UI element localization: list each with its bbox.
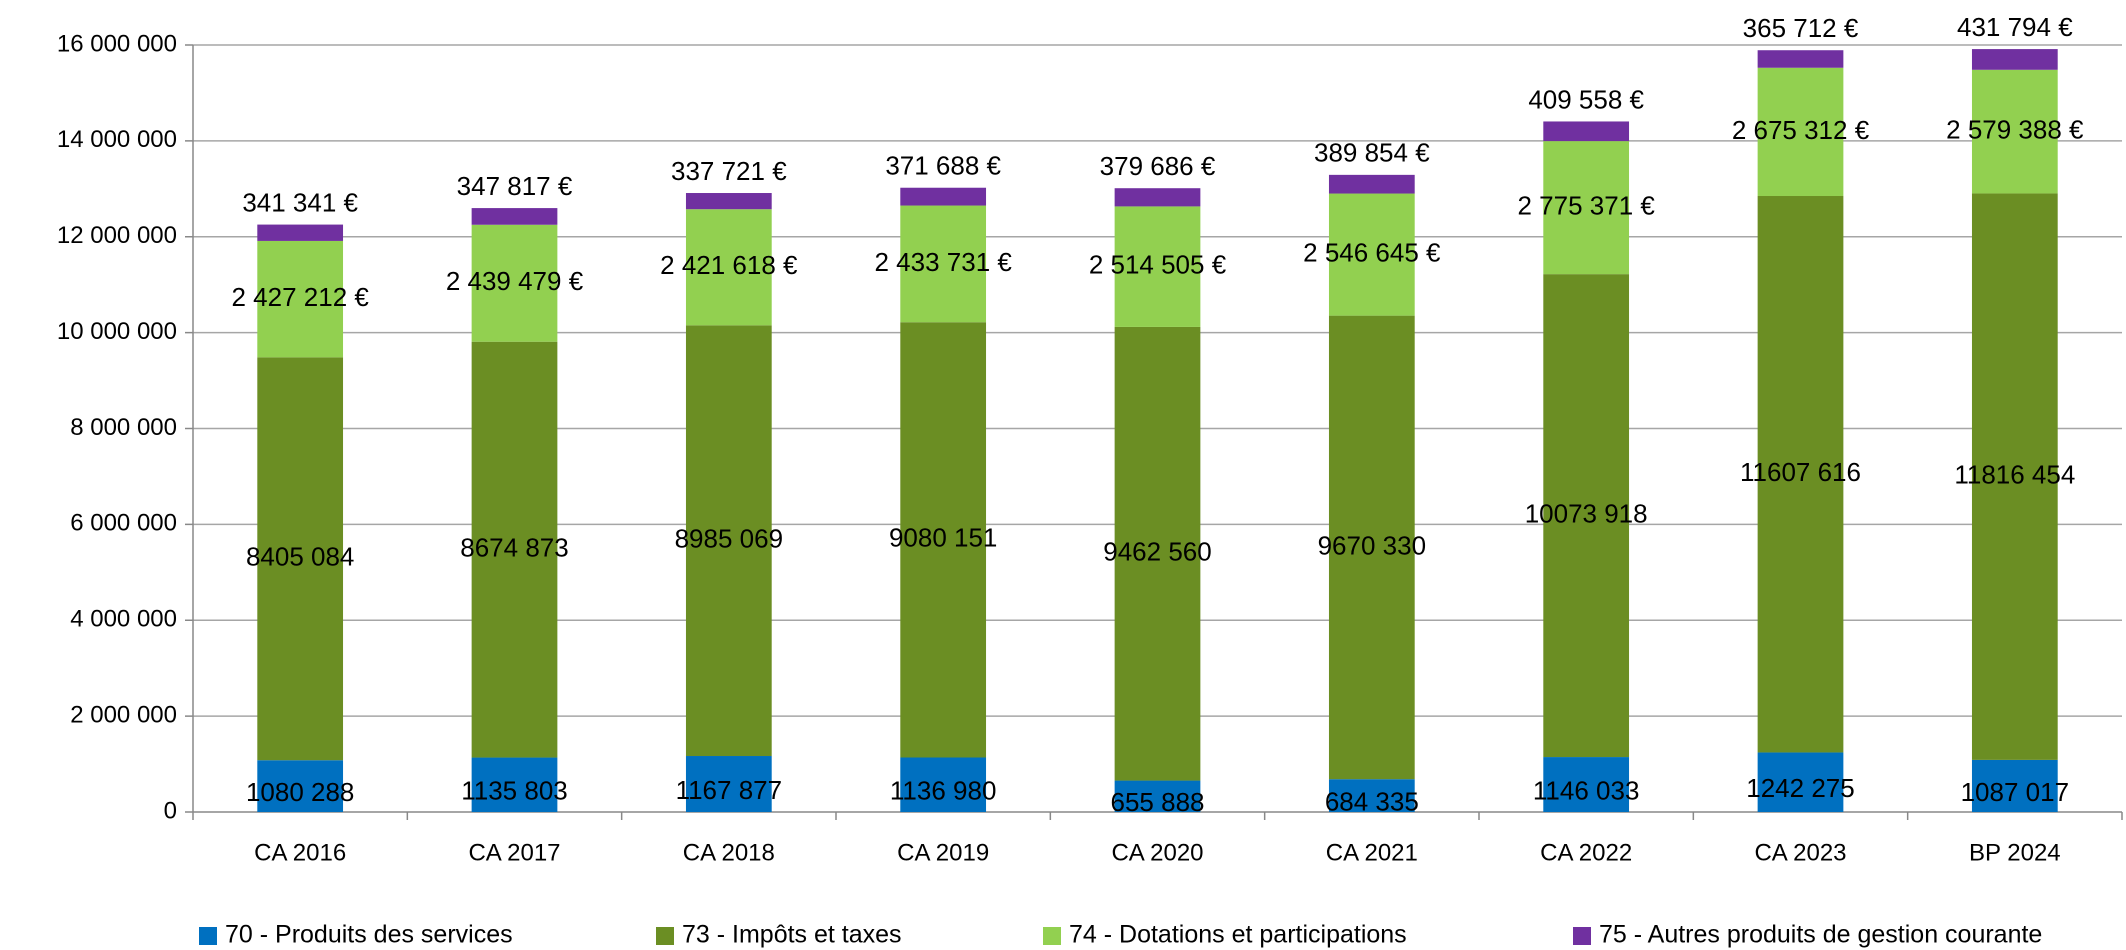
legend-label: 70 - Produits des services (225, 921, 513, 949)
bar-segment (257, 240, 344, 358)
bar-segment (471, 224, 558, 342)
y-tick-label: 0 (164, 797, 177, 824)
legend-swatch (656, 927, 674, 945)
x-tick-label: CA 2019 (897, 839, 989, 866)
data-label: 365 712 € (1743, 13, 1859, 43)
data-label: 655 888 (1111, 787, 1205, 817)
data-label: 8985 069 (675, 524, 783, 554)
data-label: 1146 033 (1533, 775, 1640, 805)
y-tick-label: 6 000 000 (70, 510, 177, 537)
data-label: 9462 560 (1103, 537, 1211, 567)
bar-segment (685, 756, 772, 812)
bar-segment (1757, 67, 1844, 197)
y-tick-label: 10 000 000 (57, 318, 177, 345)
bar-segment (1114, 206, 1201, 327)
y-tick-label: 14 000 000 (57, 126, 177, 153)
data-label: 2 675 312 € (1732, 115, 1870, 145)
bar-segment (1757, 752, 1844, 812)
legend-swatch (199, 927, 217, 945)
bar-segment (1543, 141, 1630, 275)
bar-segment (1328, 315, 1415, 780)
y-tick-label: 12 000 000 (57, 222, 177, 249)
bar-segment (1543, 121, 1630, 142)
data-label: 11816 454 (1954, 460, 2075, 490)
bar-segment (1971, 193, 2058, 760)
data-label: 9670 330 (1318, 530, 1426, 560)
data-label: 2 775 371 € (1517, 190, 1655, 220)
legend-label: 73 - Impôts et taxes (682, 921, 902, 949)
bar-segment (1328, 174, 1415, 194)
data-label: 11607 616 (1740, 457, 1861, 487)
bar-segment (1114, 188, 1201, 207)
bar-segment (900, 187, 987, 206)
data-label: 8405 084 (246, 542, 354, 572)
x-tick-label: CA 2020 (1111, 839, 1203, 866)
bar-segment (1757, 196, 1844, 753)
bar-segment (1543, 274, 1630, 758)
bar-segment (1757, 50, 1844, 68)
data-label: 1135 803 (461, 776, 568, 806)
legend-label: 75 - Autres produits de gestion courante (1599, 921, 2042, 949)
y-tick-label: 16 000 000 (57, 30, 177, 57)
bar-segment (900, 205, 987, 323)
data-label: 1080 288 (246, 777, 354, 807)
data-label: 684 335 (1325, 786, 1419, 816)
data-label: 2 514 505 € (1089, 250, 1227, 280)
data-label: 10073 918 (1525, 498, 1648, 528)
data-label: 2 579 388 € (1946, 114, 2084, 144)
bar-segment (1114, 780, 1201, 812)
bar-segment (471, 341, 558, 758)
data-label: 8674 873 (460, 533, 568, 563)
data-label: 371 688 € (885, 151, 1001, 181)
bar-segment (1971, 759, 2058, 812)
x-tick-label: CA 2018 (683, 839, 775, 866)
bar-segment (1328, 779, 1415, 812)
data-label: 1167 877 (676, 775, 783, 805)
bar-segment (1971, 49, 2058, 70)
legend-swatch (1573, 927, 1591, 945)
bar-segment (685, 209, 772, 326)
data-label: 409 558 € (1528, 84, 1644, 114)
legend-label: 74 - Dotations et participations (1069, 921, 1407, 949)
data-label: 1136 980 (890, 776, 997, 806)
data-label: 389 854 € (1314, 138, 1430, 168)
legend-swatch (1043, 927, 1061, 945)
x-tick-label: BP 2024 (1969, 839, 2061, 866)
data-label: 9080 151 (889, 523, 997, 553)
y-tick-label: 4 000 000 (70, 606, 177, 633)
data-label: 2 421 618 € (660, 250, 798, 280)
bar-segment (257, 357, 344, 761)
bar-segment (1971, 69, 2058, 194)
y-tick-label: 8 000 000 (70, 414, 177, 441)
bar-segment (1543, 757, 1630, 812)
x-tick-label: CA 2016 (254, 839, 346, 866)
x-tick-label: CA 2022 (1540, 839, 1632, 866)
bar-segment (1328, 193, 1415, 316)
data-label: 1242 275 (1746, 773, 1854, 803)
bar-segment (685, 325, 772, 757)
data-label: 337 721 € (671, 156, 787, 186)
x-tick-label: CA 2023 (1754, 839, 1846, 866)
bar-segment (900, 322, 987, 758)
y-tick-label: 2 000 000 (70, 701, 177, 728)
data-label: 2 439 479 € (446, 266, 584, 296)
bar-segment (257, 224, 344, 241)
data-label: 379 686 € (1100, 151, 1216, 181)
bar-segment (900, 757, 987, 812)
data-label: 2 427 212 € (231, 282, 369, 312)
bar-segment (471, 208, 558, 225)
x-tick-label: CA 2021 (1326, 839, 1418, 866)
data-label: 1087 017 (1961, 777, 2069, 807)
bar-segment (685, 193, 772, 210)
bar-segment (1114, 326, 1201, 781)
x-tick-label: CA 2017 (468, 839, 560, 866)
bar-segment (257, 760, 344, 812)
data-label: 347 817 € (457, 171, 573, 201)
data-label: 2 433 731 € (874, 247, 1012, 277)
data-label: 431 794 € (1957, 12, 2073, 42)
data-label: 341 341 € (242, 187, 358, 217)
data-label: 2 546 645 € (1303, 237, 1441, 267)
bar-segment (471, 757, 558, 812)
